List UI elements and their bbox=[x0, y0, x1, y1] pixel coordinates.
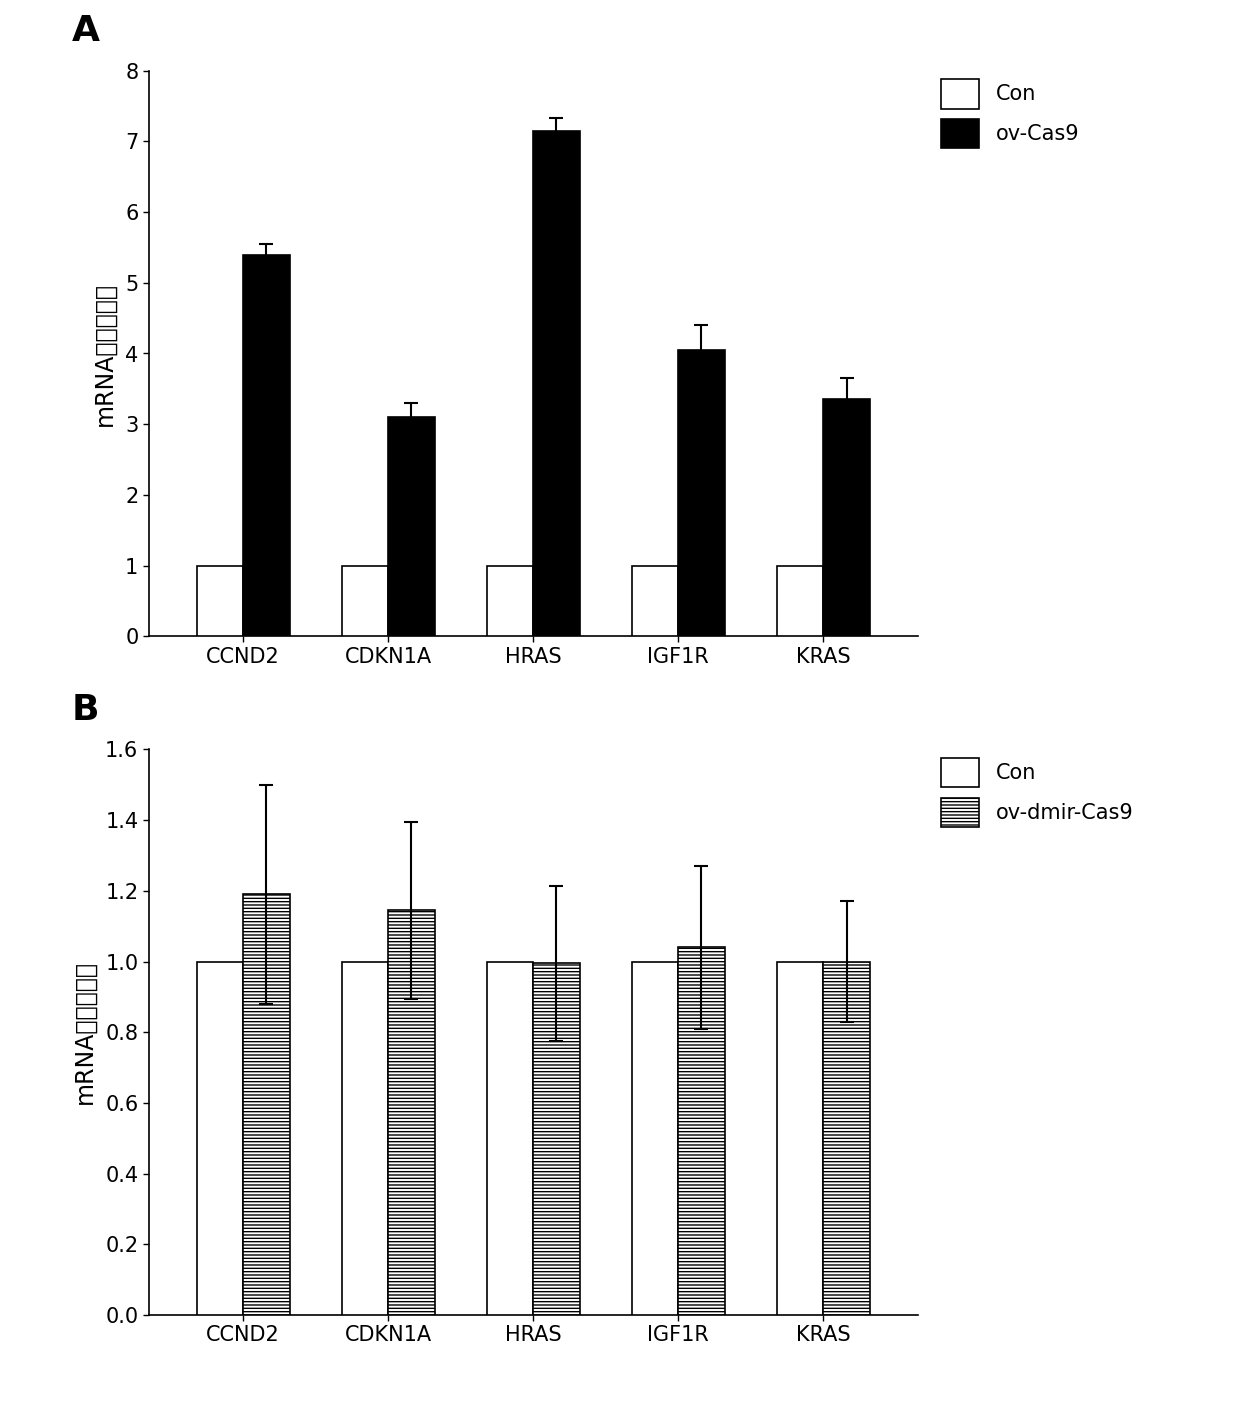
Bar bbox=[197, 962, 243, 1315]
Bar bbox=[487, 962, 533, 1315]
Bar bbox=[388, 417, 434, 636]
Bar bbox=[678, 349, 724, 636]
Text: B: B bbox=[72, 693, 99, 727]
Y-axis label: mRNA相对表达量: mRNA相对表达量 bbox=[73, 960, 97, 1104]
Bar bbox=[777, 566, 823, 636]
Bar bbox=[243, 255, 289, 636]
Bar bbox=[632, 962, 678, 1315]
Bar bbox=[823, 962, 869, 1315]
Legend: Con, ov-Cas9: Con, ov-Cas9 bbox=[932, 71, 1087, 157]
Bar bbox=[342, 566, 388, 636]
Text: A: A bbox=[72, 14, 100, 48]
Bar bbox=[632, 566, 678, 636]
Bar bbox=[197, 566, 243, 636]
Bar bbox=[388, 911, 434, 1315]
Legend: Con, ov-dmir-Cas9: Con, ov-dmir-Cas9 bbox=[932, 749, 1142, 836]
Bar bbox=[533, 963, 579, 1315]
Bar bbox=[678, 947, 724, 1315]
Bar bbox=[487, 566, 533, 636]
Y-axis label: mRNA相对表达量: mRNA相对表达量 bbox=[93, 281, 117, 426]
Bar bbox=[342, 962, 388, 1315]
Bar bbox=[823, 399, 869, 636]
Bar bbox=[777, 962, 823, 1315]
Bar bbox=[533, 130, 579, 636]
Bar bbox=[243, 895, 289, 1315]
